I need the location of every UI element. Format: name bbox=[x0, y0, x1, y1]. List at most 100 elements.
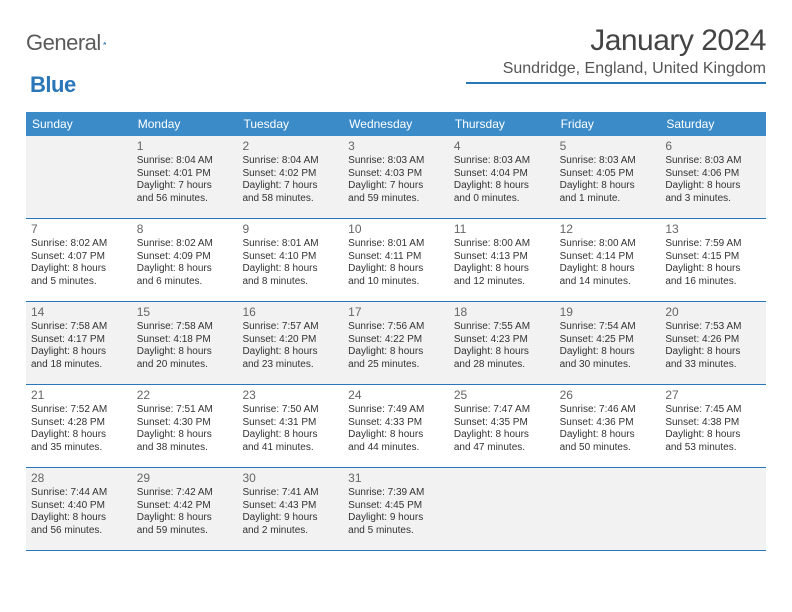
day-detail-line: Sunset: 4:45 PM bbox=[348, 500, 444, 513]
weekday-saturday: Saturday bbox=[660, 112, 766, 136]
day-detail-line: Sunrise: 7:50 AM bbox=[242, 404, 338, 417]
day-cell: 9Sunrise: 8:01 AMSunset: 4:10 PMDaylight… bbox=[237, 219, 343, 301]
day-number: 23 bbox=[242, 388, 338, 403]
day-detail-line: Sunrise: 8:00 AM bbox=[454, 238, 550, 251]
day-detail-line: and 30 minutes. bbox=[560, 359, 656, 372]
day-detail-line: Daylight: 8 hours bbox=[137, 429, 233, 442]
day-detail-line: Sunrise: 7:55 AM bbox=[454, 321, 550, 334]
day-number: 10 bbox=[348, 222, 444, 237]
day-detail-line: Daylight: 8 hours bbox=[665, 429, 761, 442]
day-detail-line: and 50 minutes. bbox=[560, 442, 656, 455]
day-detail-line: Sunset: 4:01 PM bbox=[137, 168, 233, 181]
day-cell: 20Sunrise: 7:53 AMSunset: 4:26 PMDayligh… bbox=[660, 302, 766, 384]
day-detail-line: Sunrise: 7:44 AM bbox=[31, 487, 127, 500]
weekday-friday: Friday bbox=[555, 112, 661, 136]
day-number: 1 bbox=[137, 139, 233, 154]
day-detail-line: Sunset: 4:23 PM bbox=[454, 334, 550, 347]
day-cell: 7Sunrise: 8:02 AMSunset: 4:07 PMDaylight… bbox=[26, 219, 132, 301]
day-cell: 28Sunrise: 7:44 AMSunset: 4:40 PMDayligh… bbox=[26, 468, 132, 550]
logo-sail-icon bbox=[103, 35, 106, 51]
day-number: 24 bbox=[348, 388, 444, 403]
day-detail-line: and 28 minutes. bbox=[454, 359, 550, 372]
day-detail-line: Sunrise: 7:47 AM bbox=[454, 404, 550, 417]
day-number: 7 bbox=[31, 222, 127, 237]
day-detail-line: Sunset: 4:42 PM bbox=[137, 500, 233, 513]
day-detail-line: and 16 minutes. bbox=[665, 276, 761, 289]
day-cell: 1Sunrise: 8:04 AMSunset: 4:01 PMDaylight… bbox=[132, 136, 238, 218]
day-cell: 25Sunrise: 7:47 AMSunset: 4:35 PMDayligh… bbox=[449, 385, 555, 467]
day-detail-line: Daylight: 8 hours bbox=[31, 263, 127, 276]
day-number: 2 bbox=[242, 139, 338, 154]
day-detail-line: Daylight: 8 hours bbox=[665, 263, 761, 276]
day-detail-line: Daylight: 8 hours bbox=[242, 429, 338, 442]
day-detail-line: Sunrise: 8:01 AM bbox=[348, 238, 444, 251]
day-detail-line: Sunrise: 8:03 AM bbox=[454, 155, 550, 168]
day-detail-line: Sunset: 4:07 PM bbox=[31, 251, 127, 264]
day-number: 25 bbox=[454, 388, 550, 403]
day-detail-line: Sunset: 4:33 PM bbox=[348, 417, 444, 430]
day-detail-line: Daylight: 7 hours bbox=[242, 180, 338, 193]
day-detail-line: Sunrise: 7:53 AM bbox=[665, 321, 761, 334]
day-number: 30 bbox=[242, 471, 338, 486]
day-number: 6 bbox=[665, 139, 761, 154]
day-detail-line: and 12 minutes. bbox=[454, 276, 550, 289]
day-detail-line: and 56 minutes. bbox=[137, 193, 233, 206]
day-detail-line: Sunrise: 8:01 AM bbox=[242, 238, 338, 251]
day-cell: 10Sunrise: 8:01 AMSunset: 4:11 PMDayligh… bbox=[343, 219, 449, 301]
day-detail-line: Sunrise: 7:57 AM bbox=[242, 321, 338, 334]
day-number: 21 bbox=[31, 388, 127, 403]
day-detail-line: Daylight: 8 hours bbox=[560, 180, 656, 193]
day-number: 22 bbox=[137, 388, 233, 403]
day-detail-line: Daylight: 9 hours bbox=[242, 512, 338, 525]
day-detail-line: Sunrise: 7:42 AM bbox=[137, 487, 233, 500]
day-cell: 3Sunrise: 8:03 AMSunset: 4:03 PMDaylight… bbox=[343, 136, 449, 218]
day-number: 26 bbox=[560, 388, 656, 403]
day-detail-line: Sunset: 4:30 PM bbox=[137, 417, 233, 430]
day-detail-line: Daylight: 8 hours bbox=[348, 429, 444, 442]
day-cell: 11Sunrise: 8:00 AMSunset: 4:13 PMDayligh… bbox=[449, 219, 555, 301]
day-number: 18 bbox=[454, 305, 550, 320]
day-detail-line: and 10 minutes. bbox=[348, 276, 444, 289]
day-detail-line: and 1 minute. bbox=[560, 193, 656, 206]
day-cell bbox=[660, 468, 766, 550]
day-cell: 6Sunrise: 8:03 AMSunset: 4:06 PMDaylight… bbox=[660, 136, 766, 218]
day-detail-line: Sunset: 4:22 PM bbox=[348, 334, 444, 347]
day-detail-line: Sunset: 4:02 PM bbox=[242, 168, 338, 181]
day-cell: 17Sunrise: 7:56 AMSunset: 4:22 PMDayligh… bbox=[343, 302, 449, 384]
day-detail-line: Daylight: 8 hours bbox=[242, 263, 338, 276]
day-detail-line: Sunset: 4:11 PM bbox=[348, 251, 444, 264]
week-row: 14Sunrise: 7:58 AMSunset: 4:17 PMDayligh… bbox=[26, 302, 766, 385]
day-detail-line: Sunset: 4:38 PM bbox=[665, 417, 761, 430]
day-cell: 30Sunrise: 7:41 AMSunset: 4:43 PMDayligh… bbox=[237, 468, 343, 550]
day-detail-line: and 35 minutes. bbox=[31, 442, 127, 455]
day-detail-line: Daylight: 8 hours bbox=[560, 346, 656, 359]
day-number: 8 bbox=[137, 222, 233, 237]
day-detail-line: Sunrise: 8:00 AM bbox=[560, 238, 656, 251]
weekday-tuesday: Tuesday bbox=[237, 112, 343, 136]
day-detail-line: Daylight: 8 hours bbox=[665, 346, 761, 359]
day-cell: 5Sunrise: 8:03 AMSunset: 4:05 PMDaylight… bbox=[555, 136, 661, 218]
day-detail-line: Sunrise: 7:41 AM bbox=[242, 487, 338, 500]
day-cell: 31Sunrise: 7:39 AMSunset: 4:45 PMDayligh… bbox=[343, 468, 449, 550]
day-detail-line: Daylight: 7 hours bbox=[137, 180, 233, 193]
day-detail-line: Daylight: 8 hours bbox=[348, 346, 444, 359]
day-number: 14 bbox=[31, 305, 127, 320]
day-detail-line: Daylight: 7 hours bbox=[348, 180, 444, 193]
day-detail-line: and 33 minutes. bbox=[665, 359, 761, 372]
day-cell bbox=[555, 468, 661, 550]
day-detail-line: Sunset: 4:36 PM bbox=[560, 417, 656, 430]
calendar: Sunday Monday Tuesday Wednesday Thursday… bbox=[26, 112, 766, 551]
day-detail-line: and 47 minutes. bbox=[454, 442, 550, 455]
day-number: 3 bbox=[348, 139, 444, 154]
weekday-header: Sunday Monday Tuesday Wednesday Thursday… bbox=[26, 112, 766, 136]
day-detail-line: Daylight: 8 hours bbox=[454, 263, 550, 276]
day-detail-line: Sunset: 4:14 PM bbox=[560, 251, 656, 264]
day-cell: 8Sunrise: 8:02 AMSunset: 4:09 PMDaylight… bbox=[132, 219, 238, 301]
day-detail-line: and 0 minutes. bbox=[454, 193, 550, 206]
day-detail-line: Sunrise: 8:02 AM bbox=[137, 238, 233, 251]
day-cell: 24Sunrise: 7:49 AMSunset: 4:33 PMDayligh… bbox=[343, 385, 449, 467]
day-number: 31 bbox=[348, 471, 444, 486]
day-detail-line: Sunset: 4:15 PM bbox=[665, 251, 761, 264]
day-detail-line: Sunrise: 7:58 AM bbox=[31, 321, 127, 334]
day-detail-line: and 6 minutes. bbox=[137, 276, 233, 289]
